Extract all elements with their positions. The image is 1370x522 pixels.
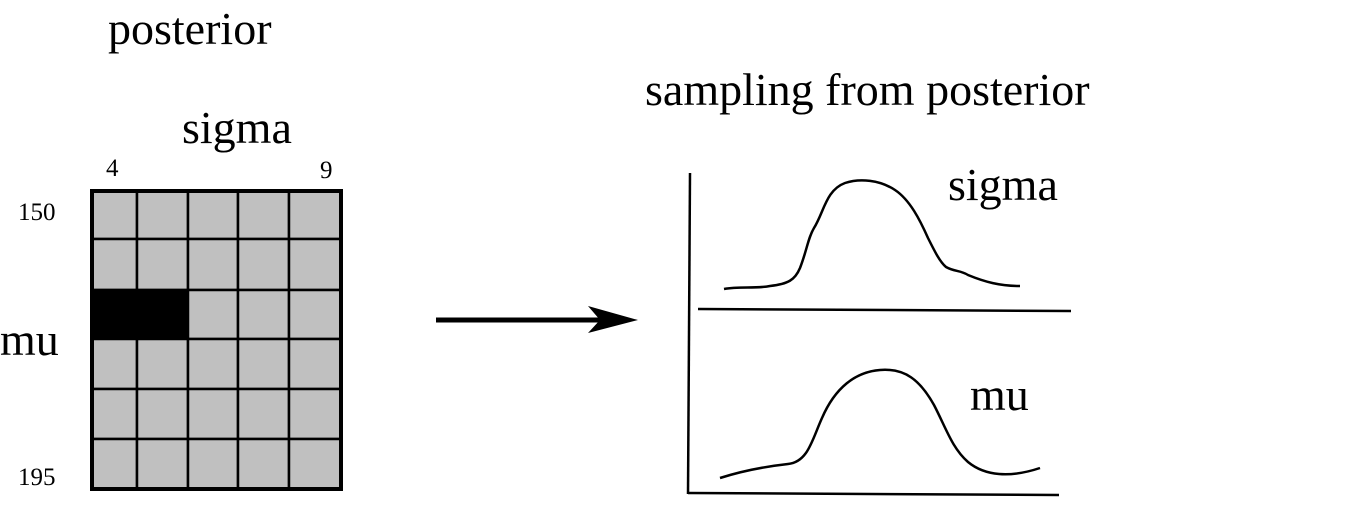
- grid-cell: [135, 237, 190, 292]
- grid-cell-highlighted: [90, 288, 139, 341]
- mu-tick-end: 195: [18, 464, 56, 491]
- sigma-tick-start: 4: [106, 155, 119, 182]
- grid-cell: [135, 337, 190, 391]
- grid-cell: [186, 387, 240, 441]
- grid-cell: [236, 189, 291, 241]
- posterior-title: posterior: [108, 3, 272, 54]
- grid-cell: [236, 288, 291, 341]
- grid-cell: [287, 189, 343, 241]
- grid-cell: [186, 437, 240, 491]
- grid-cell: [287, 288, 343, 341]
- grid-cell: [186, 288, 240, 341]
- mu-tick-start: 150: [18, 199, 56, 226]
- grid-cell: [135, 437, 190, 491]
- grid-cell: [287, 387, 343, 441]
- grid-cell: [236, 237, 291, 292]
- grid-border: [90, 189, 343, 491]
- grid-cell: [236, 437, 291, 491]
- grid-cell-highlighted: [135, 288, 190, 341]
- grid-cell: [287, 337, 343, 391]
- grid-cell: [236, 387, 291, 441]
- grid-cell: [135, 189, 190, 241]
- grid-cell: [90, 387, 139, 441]
- mu-posterior-curve: [719, 368, 1041, 480]
- sigma-axis-label: sigma: [182, 102, 292, 153]
- grid-cell: [90, 437, 139, 491]
- grid-cell: [186, 337, 240, 391]
- mu-curve-label: mu: [970, 369, 1029, 420]
- sigma-curve-label: sigma: [948, 159, 1058, 210]
- arrow: [436, 306, 638, 333]
- grid-cell: [135, 387, 190, 441]
- sigma-tick-end: 9: [320, 157, 333, 184]
- grid-cell: [186, 189, 240, 241]
- sigma-posterior-curve: [723, 179, 1021, 291]
- sampling-axes: [686, 172, 1072, 497]
- mu-axis-label: mu: [0, 314, 59, 365]
- grid-cell: [236, 337, 291, 391]
- grid-cell: [90, 237, 139, 292]
- grid-cell: [186, 237, 240, 292]
- grid-cell: [287, 437, 343, 491]
- sampling-title: sampling from posterior: [645, 64, 1090, 115]
- grid-cell: [287, 237, 343, 292]
- grid-cell: [90, 337, 139, 391]
- grid-cell: [90, 189, 139, 241]
- posterior-grid: [90, 189, 343, 491]
